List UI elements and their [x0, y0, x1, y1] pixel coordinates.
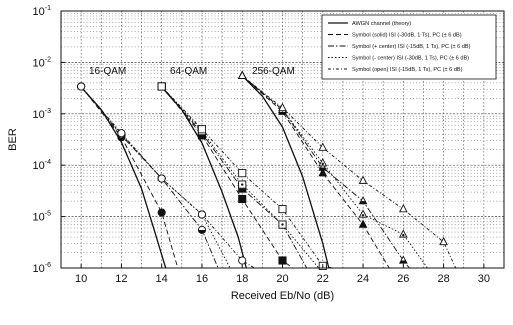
legend-entry-label: Symbol (- center) ISI (-30dB, 1 Ts), PC … — [352, 56, 469, 62]
series-line — [80, 86, 167, 269]
x-tick-label: 22 — [317, 273, 329, 285]
modulation-label: 16-QAM — [89, 66, 126, 77]
data-point-marker — [237, 70, 247, 79]
y-tick-label: 10-5 — [33, 211, 52, 224]
x-tick-label: 12 — [115, 273, 127, 285]
data-point-marker — [238, 180, 247, 189]
y-axis-label: BER — [7, 128, 19, 151]
series-line — [80, 86, 231, 269]
modulation-label: 256-QAM — [252, 66, 295, 77]
x-axis-label: Received Eb/No (dB) — [231, 290, 334, 302]
data-point-marker — [77, 82, 86, 91]
data-markers — [77, 70, 448, 270]
data-point-marker — [157, 208, 166, 217]
series-line — [241, 75, 428, 269]
x-tick-label: 14 — [156, 273, 168, 285]
y-tick-base: 10 — [33, 160, 45, 172]
x-tick-label: 20 — [276, 273, 288, 285]
data-point-marker — [278, 102, 287, 112]
data-point-marker — [278, 256, 287, 265]
y-tick-label: 10-4 — [33, 159, 52, 172]
data-point-marker — [398, 255, 408, 264]
data-point-marker — [238, 169, 247, 178]
y-tick-label: 10-3 — [33, 108, 52, 121]
y-tick-exponent: -6 — [45, 262, 51, 269]
series-line — [161, 86, 247, 269]
data-point-marker — [318, 168, 328, 177]
modulation-labels: 16-QAM 64-QAM 256-QAM — [89, 66, 295, 77]
y-tick-exponent: -4 — [45, 159, 51, 166]
y-tick-base: 10 — [33, 109, 45, 121]
y-tick-label: 10-1 — [33, 5, 52, 18]
data-point-marker — [358, 209, 368, 218]
data-point-marker — [197, 125, 207, 134]
series-line — [241, 75, 410, 269]
data-point-marker — [238, 194, 247, 204]
data-point-marker — [358, 219, 368, 228]
legend-entry-label: Symbol (open) ISI (-15dB, 1 Ts), PC (± 6… — [352, 67, 463, 73]
y-tick-base: 10 — [33, 57, 45, 69]
data-point-marker — [318, 162, 328, 171]
series-lines — [80, 75, 457, 269]
x-tick-label: 18 — [236, 273, 248, 285]
series-line — [80, 86, 179, 269]
data-point-marker — [117, 129, 126, 138]
legend: AWGN channel (theory) Symbol (solid) ISI … — [321, 14, 497, 80]
y-tick-base: 10 — [33, 212, 45, 224]
data-point-marker — [398, 203, 408, 213]
x-tick-label: 10 — [75, 273, 87, 285]
y-tick-base: 10 — [33, 263, 45, 275]
legend-entry-label: Symbol (solid) ISI (-30dB, 1 Ts), PC (± … — [352, 33, 462, 39]
data-point-marker — [197, 225, 207, 234]
data-point-marker — [358, 196, 368, 205]
y-tick-exponent: -5 — [45, 211, 51, 218]
x-tick-label: 26 — [397, 273, 409, 285]
legend-entry-label: AWGN channel (theory) — [352, 21, 411, 27]
legend-box — [321, 14, 497, 80]
x-tick-label: 16 — [196, 273, 208, 285]
y-tick-exponent: -1 — [45, 5, 51, 12]
series-line — [161, 86, 333, 269]
axis-ticks: 10 12 14 16 18 20 22 24 26 28 3010-110-210-310-410… — [33, 5, 490, 285]
data-point-marker — [358, 175, 368, 184]
legend-entry-label: Symbol (+ center) ISI (-15dB, 1 Ts), PC … — [352, 44, 471, 50]
x-tick-label: 28 — [437, 273, 449, 285]
series-line — [80, 86, 255, 269]
series-line — [241, 75, 330, 269]
grid — [61, 11, 504, 268]
data-point-marker — [318, 142, 328, 151]
data-point-marker — [157, 174, 166, 183]
modulation-label: 64-QAM — [170, 66, 207, 77]
data-point-marker — [197, 210, 207, 219]
y-tick-exponent: -2 — [45, 56, 51, 63]
data-point-marker — [439, 236, 448, 246]
data-point-marker — [398, 229, 408, 238]
data-point-marker — [157, 82, 166, 91]
y-tick-label: 10-6 — [33, 262, 52, 275]
series-line — [241, 75, 390, 269]
data-point-marker — [238, 256, 247, 265]
y-tick-exponent: -3 — [45, 108, 51, 115]
series-line — [80, 86, 219, 269]
y-tick-label: 10-2 — [33, 56, 52, 69]
x-tick-label: 30 — [478, 273, 490, 285]
x-tick-label: 24 — [357, 273, 369, 285]
y-tick-base: 10 — [33, 6, 45, 18]
data-point-marker — [278, 220, 287, 229]
data-point-marker — [318, 157, 328, 167]
data-point-marker — [278, 205, 287, 214]
